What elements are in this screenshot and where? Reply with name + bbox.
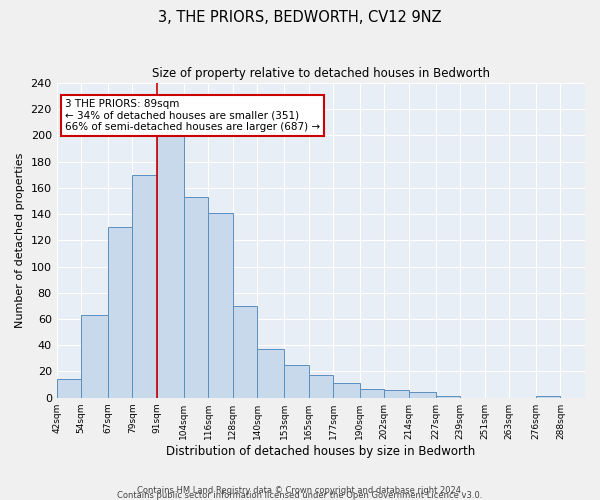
Bar bbox=[208, 213, 233, 398]
Text: 3, THE PRIORS, BEDWORTH, CV12 9NZ: 3, THE PRIORS, BEDWORTH, CV12 9NZ bbox=[158, 10, 442, 25]
Bar bbox=[284, 365, 308, 398]
Bar bbox=[233, 306, 257, 398]
Bar bbox=[436, 396, 460, 398]
Bar bbox=[56, 380, 81, 398]
Bar bbox=[536, 396, 560, 398]
Bar bbox=[133, 175, 157, 398]
Title: Size of property relative to detached houses in Bedworth: Size of property relative to detached ho… bbox=[152, 68, 490, 80]
Bar bbox=[333, 384, 360, 398]
Text: Contains HM Land Registry data © Crown copyright and database right 2024.: Contains HM Land Registry data © Crown c… bbox=[137, 486, 463, 495]
Bar bbox=[385, 390, 409, 398]
X-axis label: Distribution of detached houses by size in Bedworth: Distribution of detached houses by size … bbox=[166, 444, 475, 458]
Bar bbox=[409, 392, 436, 398]
Text: 3 THE PRIORS: 89sqm
← 34% of detached houses are smaller (351)
66% of semi-detac: 3 THE PRIORS: 89sqm ← 34% of detached ho… bbox=[65, 99, 320, 132]
Bar bbox=[257, 349, 284, 398]
Bar bbox=[81, 315, 108, 398]
Y-axis label: Number of detached properties: Number of detached properties bbox=[15, 152, 25, 328]
Bar bbox=[184, 197, 208, 398]
Bar bbox=[360, 388, 385, 398]
Bar bbox=[157, 136, 184, 398]
Bar bbox=[108, 228, 133, 398]
Text: Contains public sector information licensed under the Open Government Licence v3: Contains public sector information licen… bbox=[118, 490, 482, 500]
Bar bbox=[308, 376, 333, 398]
